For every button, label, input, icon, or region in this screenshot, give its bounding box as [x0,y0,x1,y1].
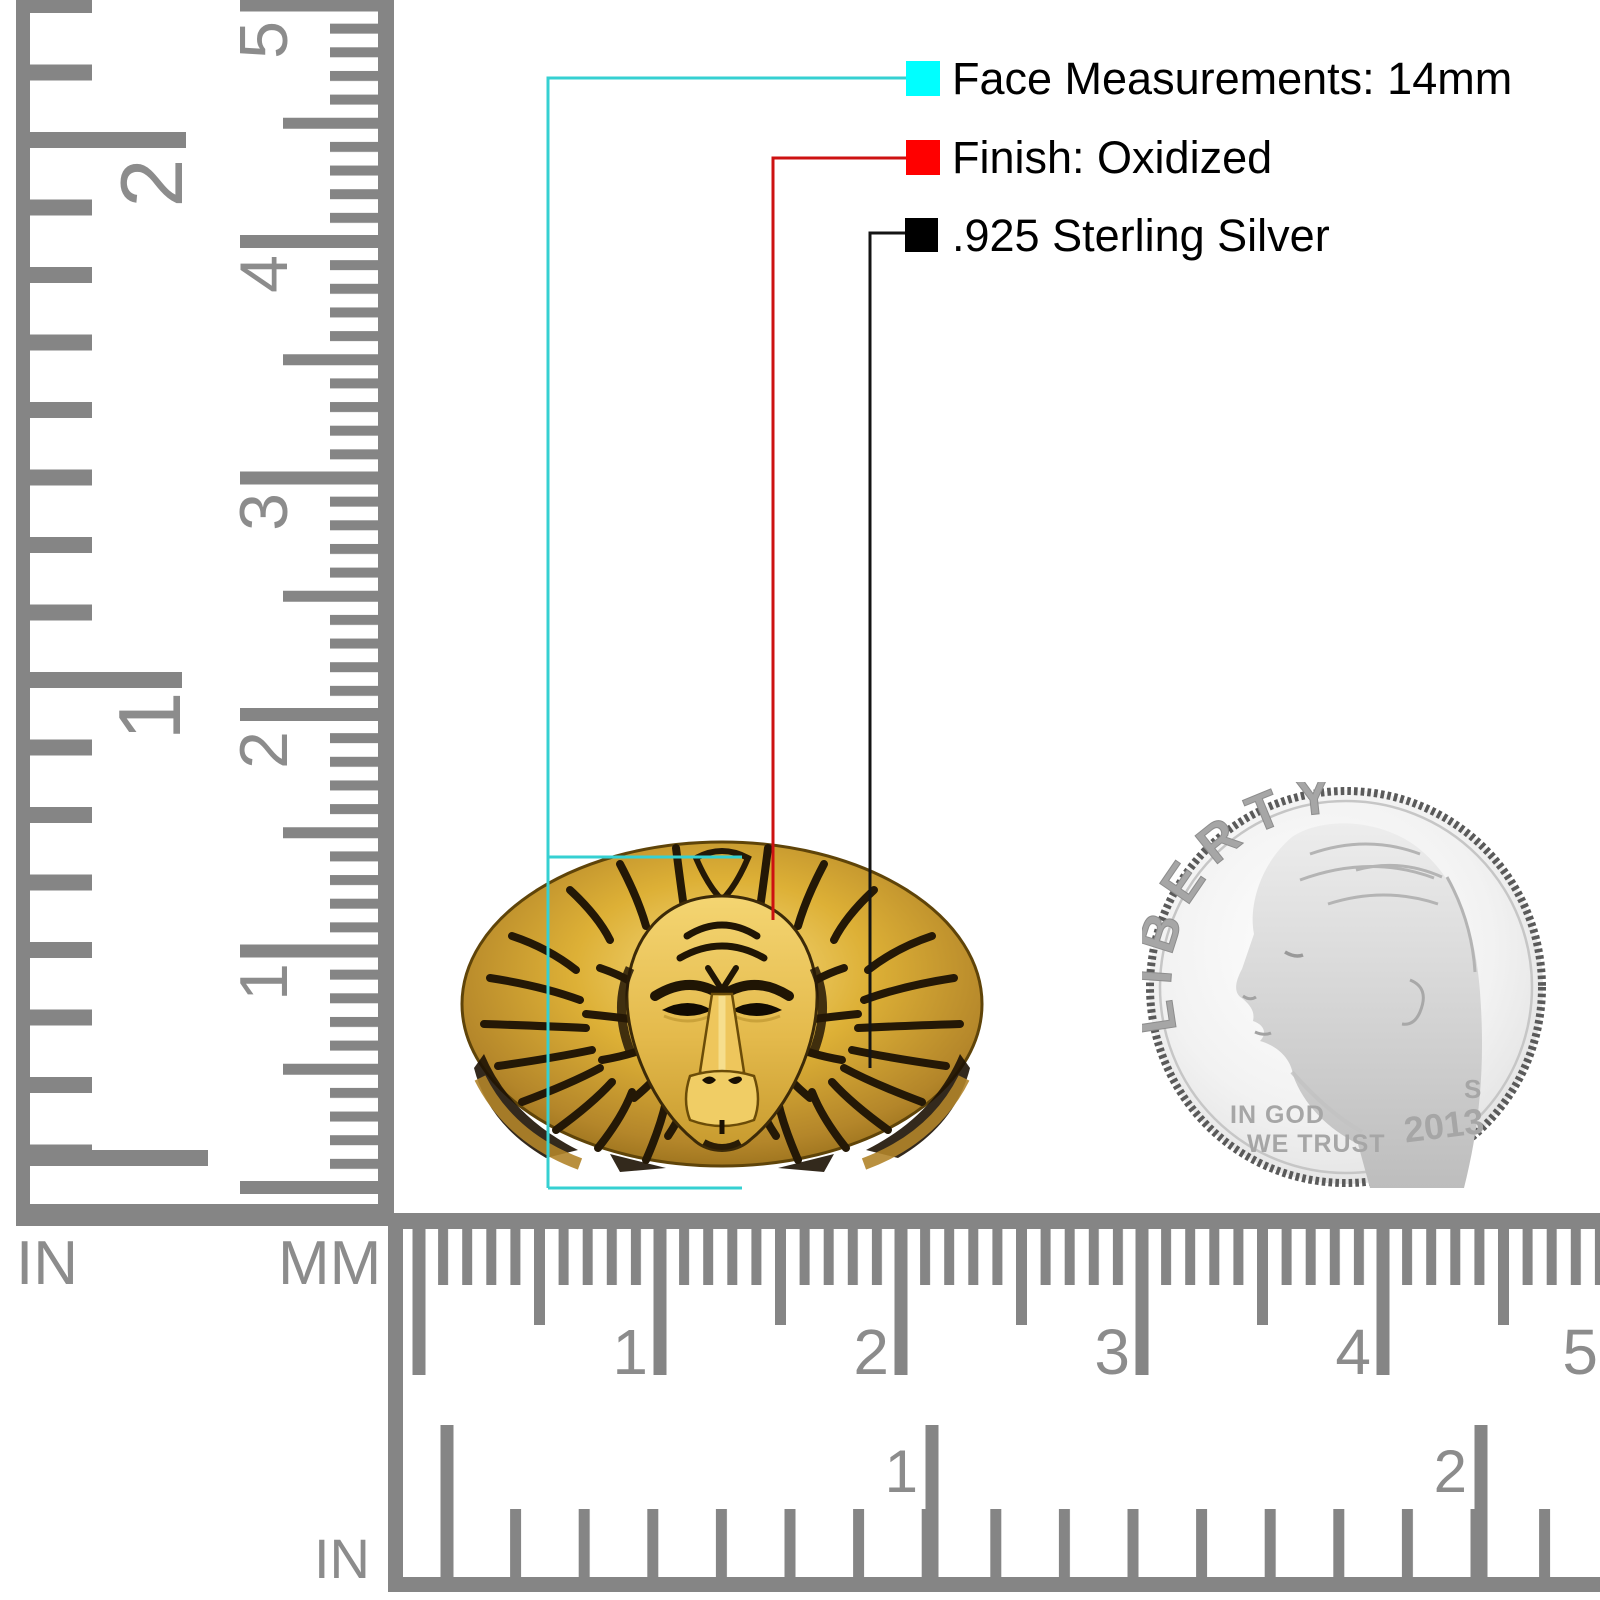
left-ruler-end-cap [16,1204,393,1226]
bottom-ruler: 1 2 3 4 5 1 2 IN [314,1213,1600,1592]
left-ruler: 2 1 5 4 3 2 1 [16,0,394,1298]
coin-mint-mark: S [1464,1074,1481,1104]
left-ruler-mm-number: 4 [226,255,302,293]
bottom-ruler-cm-number: 2 [853,1316,889,1388]
finish-label: Finish: Oxidized [952,132,1273,183]
lion-muzzle [684,1069,760,1128]
finish-swatch [906,140,940,175]
coin-motto-line1: IN GOD [1230,1101,1325,1129]
coin-portrait-ear [1401,978,1425,1026]
left-ruler-mm-number: 5 [226,21,302,59]
coin-motto-line2: WE TRUST [1247,1130,1386,1158]
lion-face [617,894,827,1152]
material-callout-line [868,231,905,1068]
finish-callout-line [771,156,906,920]
left-ruler-inch-ticks [22,0,92,1168]
bottom-ruler-inch-number: 1 [885,1438,918,1505]
bottom-ruler-left-cap [388,1213,403,1592]
dime-coin-image: LIBERTY IN GOD WE TRUST S 2013 [1142,782,1546,1188]
bottom-ruler-cm-number: 3 [1094,1316,1130,1388]
coin-portrait [1236,823,1483,1188]
bottom-ruler-in-unit-label: IN [314,1527,370,1590]
bottom-ruler-cm-number: 4 [1335,1316,1371,1388]
left-ruler-in-unit-label: IN [16,1229,78,1298]
bottom-ruler-top-spine [388,1213,1600,1229]
face-measurement-label: Face Measurements: 14mm [952,53,1513,104]
lion-left-eye [662,1003,712,1016]
bottom-ruler-mm-ticks [407,1228,1600,1285]
left-ruler-inch-number: 2 [102,159,201,208]
coin-reeded-edge [1146,787,1546,1187]
face-measurement-lines [546,76,906,1190]
lion-ring-image [460,840,984,1172]
bottom-ruler-cm-number: 1 [612,1316,648,1388]
bottom-ruler-inch-number: 2 [1434,1438,1467,1505]
left-ruler-mm-number: 3 [226,493,302,531]
coin-year: 2013 [1402,1100,1486,1150]
left-ruler-mm-spine [378,0,394,1226]
face-measurement-swatch [906,61,940,96]
left-ruler-inch-number: 1 [100,692,199,741]
bottom-ruler-bottom-spine [388,1577,1600,1592]
material-label: .925 Sterling Silver [952,210,1330,261]
bottom-ruler-cm-number: 5 [1562,1316,1598,1388]
material-swatch [905,218,938,252]
left-ruler-mm-unit-label: MM [278,1229,381,1298]
lion-right-eye [732,1003,782,1016]
left-ruler-mm-number: 1 [226,963,302,1001]
left-ruler-mm-number: 2 [226,731,302,769]
bottom-ruler-inch-ticks [435,1509,1600,1578]
